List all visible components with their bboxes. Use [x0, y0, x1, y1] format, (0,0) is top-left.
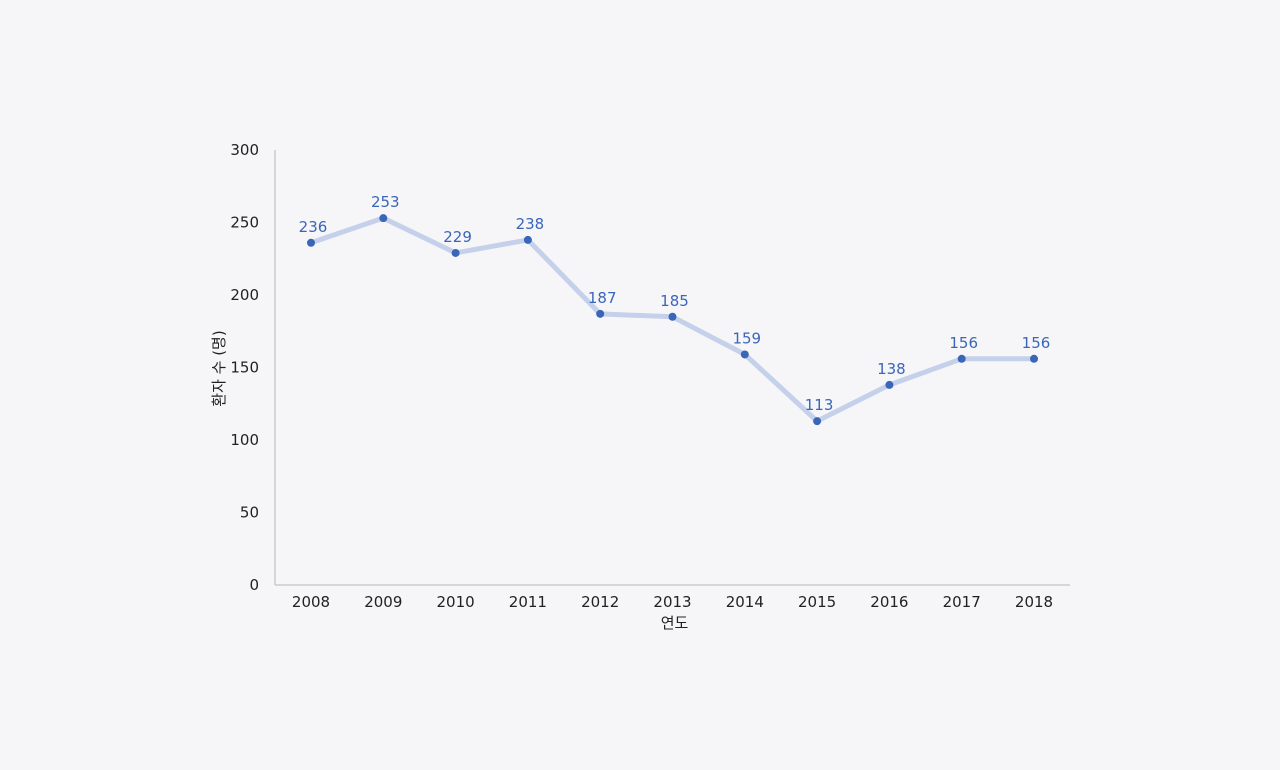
y-tick-label: 150 [230, 359, 259, 377]
data-label: 236 [299, 218, 328, 236]
data-label: 253 [371, 193, 400, 211]
x-tick-label: 2010 [437, 593, 475, 611]
data-label: 238 [516, 215, 545, 233]
y-axis-title: 환자 수 (명) [210, 330, 228, 406]
data-point [813, 417, 822, 426]
x-tick-label: 2013 [653, 593, 691, 611]
y-tick-label: 250 [230, 214, 259, 232]
x-axis-ticks: 2008 2009 2010 2011 2012 2013 2014 2015 2016 2017… [292, 593, 1053, 611]
data-point [668, 312, 677, 321]
y-tick-label: 100 [230, 431, 259, 449]
x-tick-label: 2012 [581, 593, 619, 611]
y-tick-label: 0 [249, 576, 259, 594]
data-point [885, 380, 894, 389]
data-label: 187 [588, 289, 617, 307]
data-point [957, 354, 966, 363]
x-tick-label: 2015 [798, 593, 836, 611]
data-label: 229 [443, 228, 472, 246]
data-point [740, 350, 749, 359]
axes [274, 150, 1070, 586]
data-label: 159 [732, 329, 761, 347]
data-point [596, 309, 605, 318]
y-tick-label: 50 [240, 504, 259, 522]
y-tick-label: 200 [230, 286, 259, 304]
data-label: 156 [949, 334, 978, 352]
data-point [307, 238, 315, 247]
data-label: 156 [1022, 334, 1051, 352]
x-tick-label: 2008 [292, 593, 330, 611]
y-tick-label: 300 [230, 141, 259, 159]
x-tick-label: 2016 [870, 593, 908, 611]
data-point [523, 235, 532, 244]
x-tick-label: 2014 [726, 593, 764, 611]
series-group: 236 253 229 238 187 185 159 113 138 156 156 [299, 193, 1051, 426]
x-tick-label: 2011 [509, 593, 547, 611]
data-label: 113 [805, 396, 834, 414]
y-axis-ticks: 0 50 100 150 200 250 300 [230, 141, 259, 594]
data-point [451, 248, 460, 257]
data-point [379, 214, 388, 223]
x-tick-label: 2017 [943, 593, 981, 611]
x-tick-label: 2018 [1015, 593, 1053, 611]
data-label: 185 [660, 292, 689, 310]
x-axis-title: 연도 [661, 614, 689, 632]
data-point [1030, 354, 1038, 363]
data-label: 138 [877, 360, 906, 378]
x-tick-label: 2009 [364, 593, 402, 611]
